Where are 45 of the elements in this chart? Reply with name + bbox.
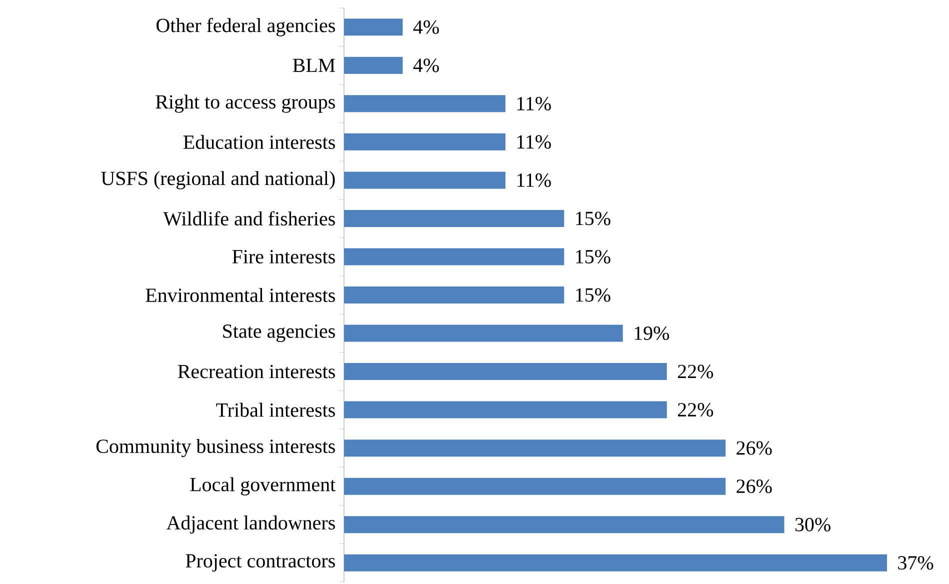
data-label: 11%: [517, 96, 551, 110]
bar: [344, 478, 726, 495]
y-tick-label: USFS (regional and national): [101, 171, 335, 190]
data-label: 22%: [678, 403, 714, 417]
bar: [344, 286, 564, 304]
data-label: 11%: [517, 135, 551, 149]
y-tick-label: Project contractors: [186, 554, 335, 572]
bar: [344, 248, 564, 266]
bar: [344, 440, 726, 457]
bar: [344, 56, 403, 74]
y-tick-label: Recreation interests: [178, 364, 335, 378]
y-tick-label: Community business interests: [96, 438, 335, 458]
bar: [344, 95, 506, 112]
data-label: 15%: [576, 212, 610, 226]
y-tick-label: Adjacent landowners: [166, 516, 335, 534]
data-label: 4%: [413, 58, 439, 72]
y-tick-label: Right to access groups: [156, 94, 335, 113]
bar: [344, 554, 888, 572]
data-label: 22%: [678, 364, 714, 378]
bar: [344, 324, 623, 342]
bar: [344, 18, 403, 36]
y-tick-label: Environmental interests: [146, 288, 335, 302]
bar: [344, 363, 667, 380]
data-label: 11%: [517, 173, 551, 187]
y-tick-label: Wildlife and fisheries: [163, 211, 335, 226]
y-tick-label: Tribal interests: [216, 402, 335, 417]
data-label: 26%: [736, 441, 772, 455]
bar: [344, 516, 784, 534]
y-tick-label: Education interests: [183, 134, 335, 149]
data-label: 37%: [898, 556, 934, 570]
data-label: 26%: [736, 480, 772, 494]
bar: [344, 401, 667, 418]
data-label: 15%: [576, 288, 610, 302]
data-label: 30%: [795, 518, 830, 532]
y-tick-label: Fire interests: [232, 250, 335, 264]
y-tick-label: State agencies: [223, 324, 335, 342]
y-tick-label: Other federal agencies: [156, 18, 335, 36]
bar: [344, 210, 564, 227]
data-label: 19%: [634, 326, 670, 340]
data-label: 15%: [576, 250, 610, 264]
y-tick-label: Local government: [190, 477, 336, 496]
data-label: 4%: [413, 20, 439, 34]
bar: [344, 172, 506, 189]
y-tick-label: BLM: [292, 58, 336, 72]
bar: [344, 133, 506, 150]
